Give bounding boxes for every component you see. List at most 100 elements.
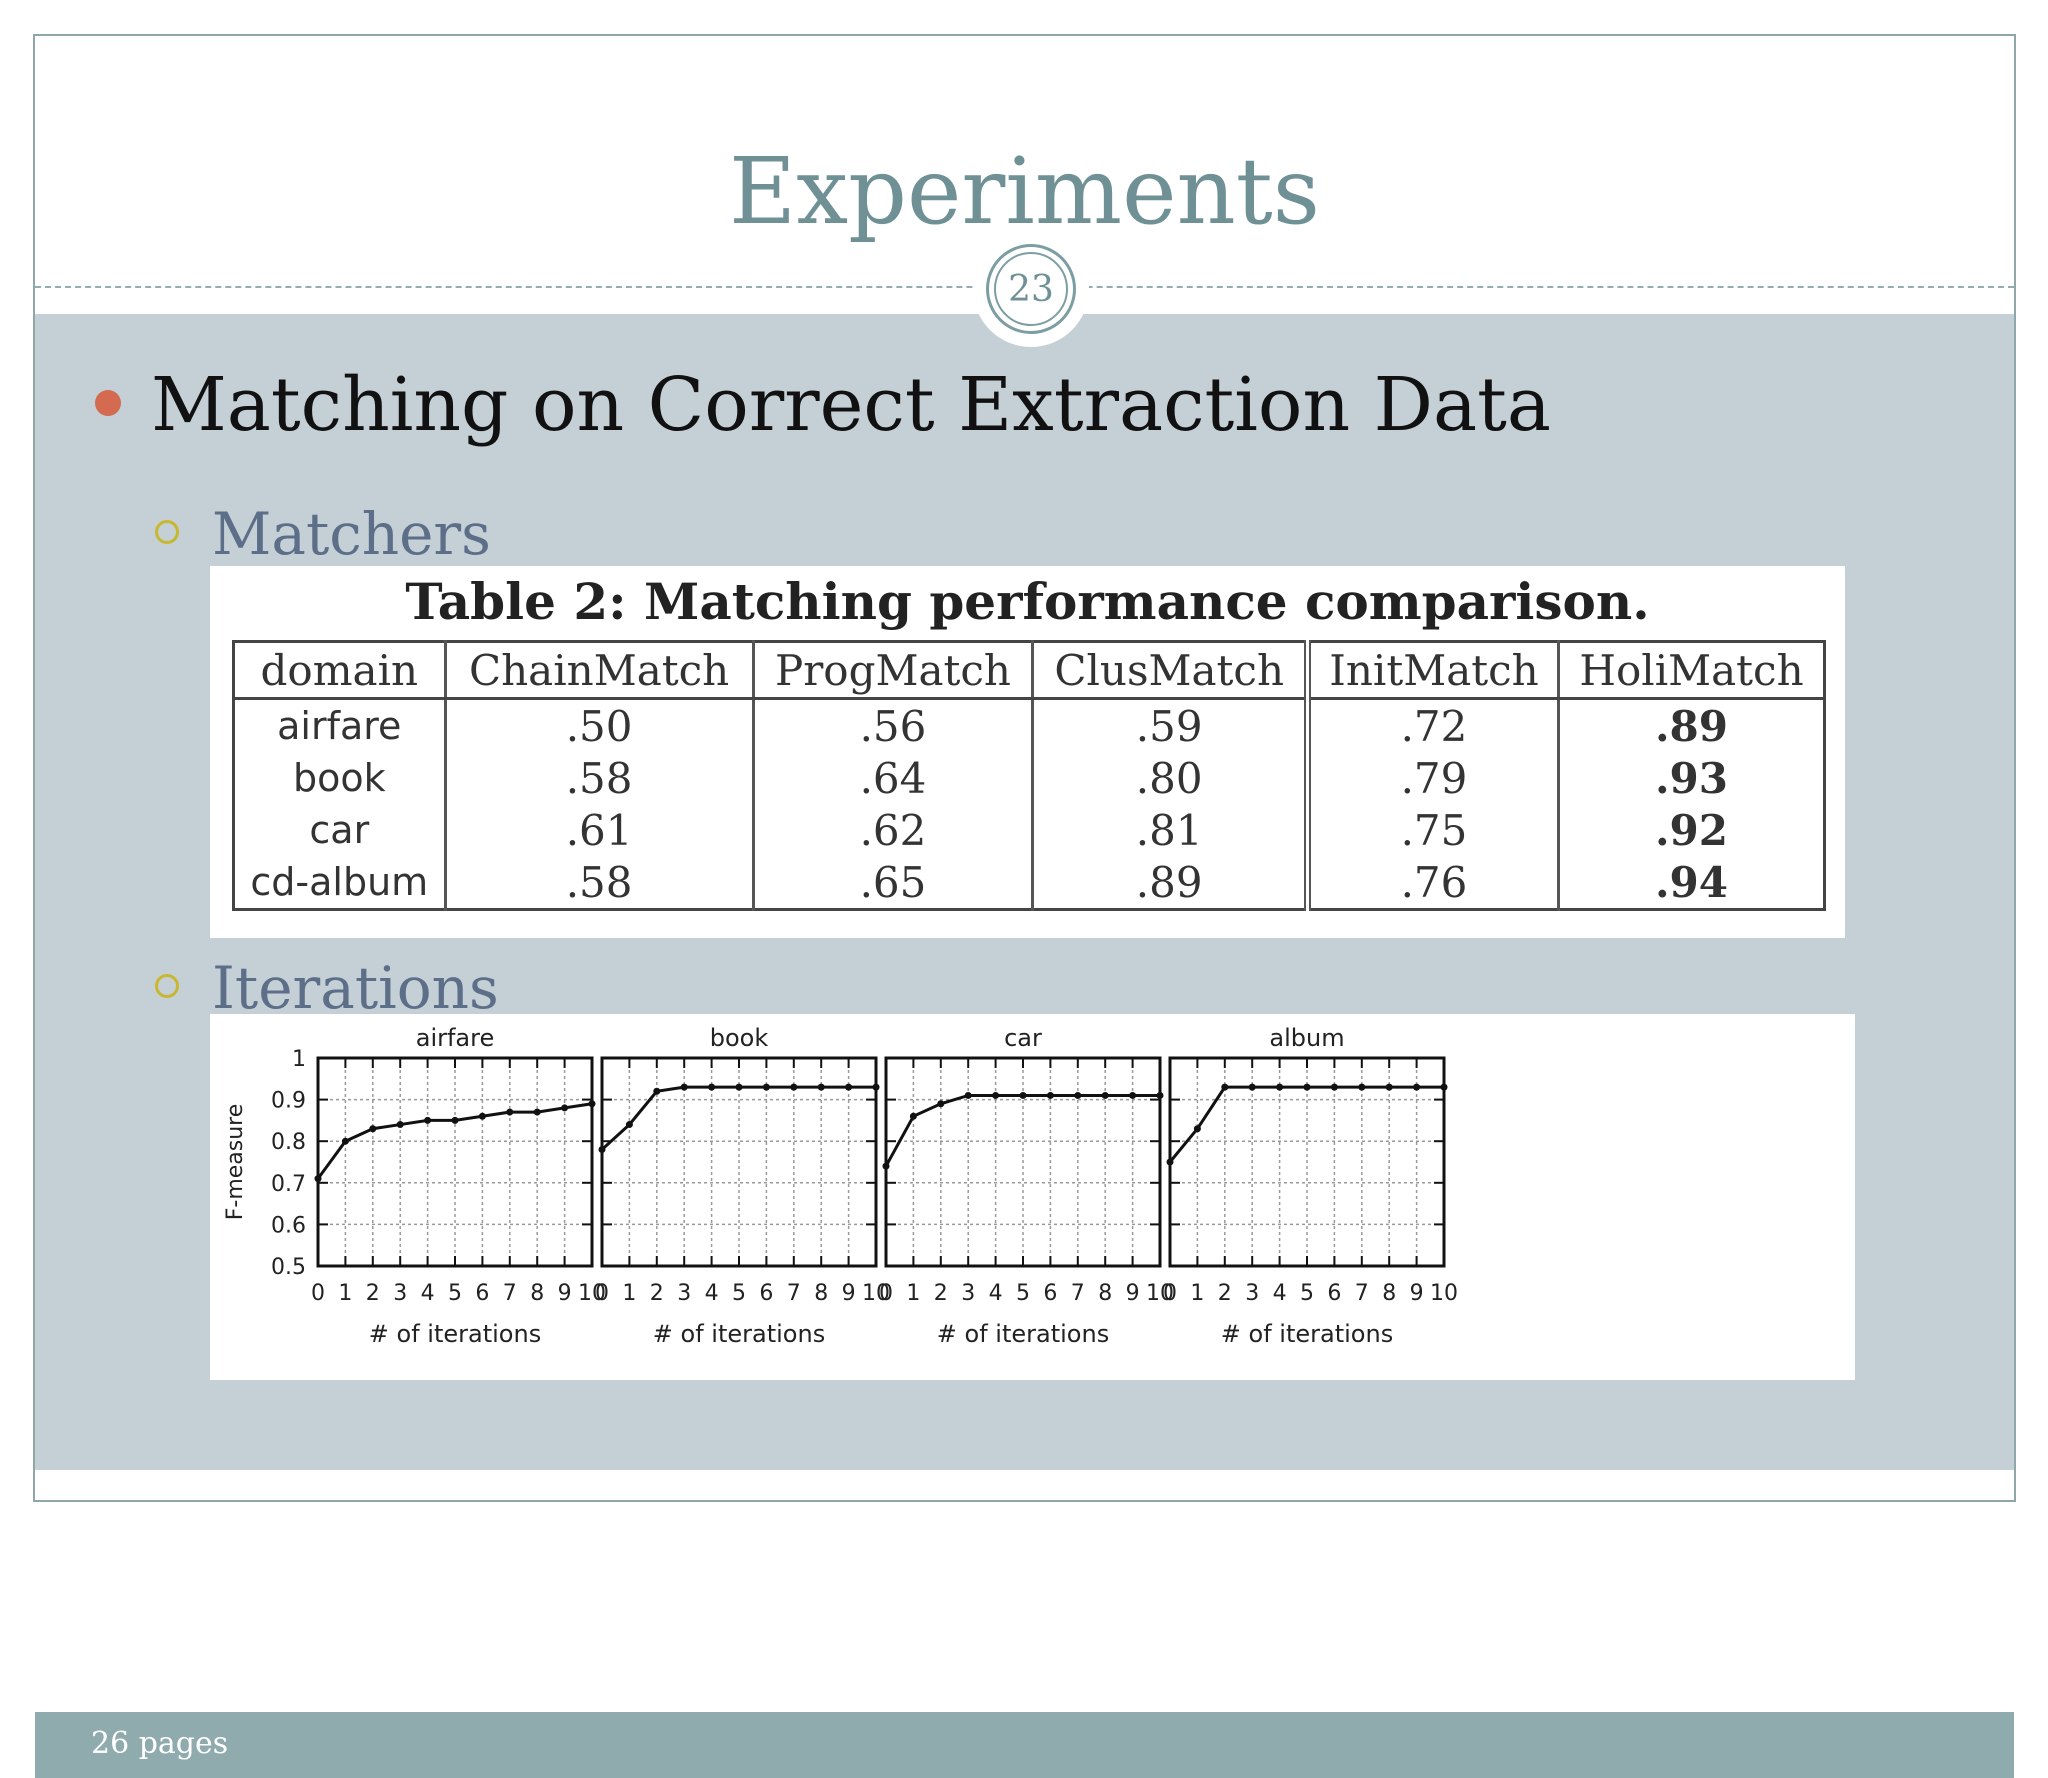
- table-header: InitMatch: [1303, 641, 1559, 700]
- data-point: [506, 1108, 514, 1116]
- x-tick-label: 3: [677, 1281, 691, 1306]
- table-header: ProgMatch: [751, 641, 1033, 700]
- data-point: [790, 1083, 798, 1091]
- iterations-chart-figure: 0 1 2 3 4 5 6 7 8 9 10 0.5 0.6 0.7 0.8 0.9 1 F-measure air…: [210, 1014, 1855, 1380]
- data-point: [1330, 1083, 1338, 1091]
- data-point: [396, 1121, 404, 1129]
- x-axis-label: # of iterations: [1221, 1320, 1393, 1348]
- chart-title: album: [1269, 1024, 1344, 1052]
- table-cell: .92: [1556, 804, 1825, 856]
- data-point: [1019, 1091, 1027, 1099]
- table-cell: airfare: [277, 704, 402, 748]
- slide-title: Experiments: [729, 138, 1320, 245]
- data-point: [653, 1087, 661, 1095]
- table-cell: car: [309, 808, 370, 852]
- data-point: [588, 1100, 596, 1108]
- table-cell: .81: [1031, 804, 1308, 856]
- data-point: [992, 1091, 1000, 1099]
- x-tick-label: 8: [814, 1281, 828, 1306]
- table-row: airfare .50 .56 .59 .72 .89: [234, 698, 1825, 752]
- bullet-dot-icon: [95, 390, 121, 416]
- x-tick-label: 3: [1245, 1281, 1259, 1306]
- sub-bullet-ring-icon: [155, 974, 179, 998]
- x-tick-label: 9: [1410, 1281, 1424, 1306]
- x-tick-label: 7: [503, 1281, 517, 1306]
- x-tick-label: 5: [448, 1281, 462, 1306]
- data-point: [845, 1083, 853, 1091]
- main-bullet-text: Matching on Correct Extraction Data: [151, 362, 1551, 448]
- data-point: [341, 1137, 349, 1145]
- table-cell: .76: [1303, 856, 1559, 910]
- table-cell: .59: [1031, 698, 1308, 752]
- table-cell: .75: [1303, 804, 1559, 856]
- x-tick-label: 2: [1218, 1281, 1232, 1306]
- x-tick-label: 0: [879, 1281, 893, 1306]
- table-cell: .58: [443, 856, 754, 910]
- table-cell: .65: [751, 856, 1033, 910]
- data-point: [937, 1100, 945, 1108]
- table-cell: .58: [443, 752, 754, 804]
- iterations-charts-svg: 0 1 2 3 4 5 6 7 8 9 100.50.60.70.80.91F-measureair…: [223, 1024, 1458, 1348]
- data-point: [1248, 1083, 1256, 1091]
- sub-bullet-ring-icon: [155, 520, 179, 544]
- x-tick-label: 8: [1098, 1281, 1112, 1306]
- data-point: [1156, 1091, 1164, 1099]
- x-tick-label: 10: [1146, 1281, 1174, 1306]
- plot-frame: [600, 1056, 878, 1268]
- data-point: [1385, 1083, 1393, 1091]
- x-tick-label: 3: [961, 1281, 975, 1306]
- plot-frame: [884, 1056, 1162, 1268]
- x-tick-label: 4: [1273, 1281, 1287, 1306]
- x-tick-label: 0: [1163, 1281, 1177, 1306]
- performance-table-figure: Table 2: Matching performance comparison…: [210, 566, 1845, 938]
- page-number-badge: 23: [986, 244, 1076, 334]
- x-tick-label: 5: [732, 1281, 746, 1306]
- x-tick-label: 6: [1043, 1281, 1057, 1306]
- data-point: [314, 1175, 322, 1183]
- slide: Experiments 26 pages 23 Matching on Corr…: [33, 34, 2016, 1778]
- plot-frame: [316, 1056, 594, 1268]
- data-point: [1221, 1083, 1229, 1091]
- y-tick-label: 1: [292, 1047, 306, 1072]
- table-cell: .79: [1303, 752, 1559, 804]
- chart-title: car: [1004, 1024, 1042, 1052]
- table-cell: .89: [1031, 856, 1308, 910]
- table-header: ChainMatch: [443, 641, 754, 700]
- x-tick-label: 8: [1382, 1281, 1396, 1306]
- table-cell: .62: [751, 804, 1033, 856]
- x-tick-label: 10: [862, 1281, 890, 1306]
- data-point: [1166, 1158, 1174, 1166]
- y-tick-label: 0.5: [271, 1255, 306, 1280]
- data-point: [625, 1121, 633, 1129]
- data-point: [1276, 1083, 1284, 1091]
- x-tick-label: 6: [475, 1281, 489, 1306]
- table-caption: Table 2: Matching performance comparison…: [405, 572, 1650, 631]
- x-tick-label: 4: [705, 1281, 719, 1306]
- table-cell: .56: [751, 698, 1033, 752]
- x-tick-label: 3: [393, 1281, 407, 1306]
- table-cell: .94: [1556, 856, 1825, 910]
- x-axis-label: # of iterations: [937, 1320, 1109, 1348]
- table-cell: .93: [1556, 752, 1825, 804]
- table-cell: cd-album: [250, 860, 429, 904]
- data-point: [735, 1083, 743, 1091]
- chart-title: airfare: [416, 1024, 495, 1052]
- table-row: car .61 .62 .81 .75 .92: [234, 804, 1825, 856]
- table-header-row: domain ChainMatch ProgMatch ClusMatch In…: [233, 641, 1825, 700]
- x-tick-label: 2: [934, 1281, 948, 1306]
- data-point: [424, 1116, 432, 1124]
- x-tick-label: 9: [842, 1281, 856, 1306]
- x-axis-label: # of iterations: [369, 1320, 541, 1348]
- x-tick-label: 5: [1300, 1281, 1314, 1306]
- data-point: [817, 1083, 825, 1091]
- x-axis-label: # of iterations: [653, 1320, 825, 1348]
- data-point: [1193, 1125, 1201, 1133]
- table-cell: .61: [443, 804, 754, 856]
- data-point: [1413, 1083, 1421, 1091]
- y-tick-label: 0.9: [271, 1089, 306, 1114]
- data-point: [882, 1162, 890, 1170]
- data-point: [909, 1112, 917, 1120]
- x-tick-label: 7: [787, 1281, 801, 1306]
- data-point: [872, 1083, 880, 1091]
- data-point: [964, 1091, 972, 1099]
